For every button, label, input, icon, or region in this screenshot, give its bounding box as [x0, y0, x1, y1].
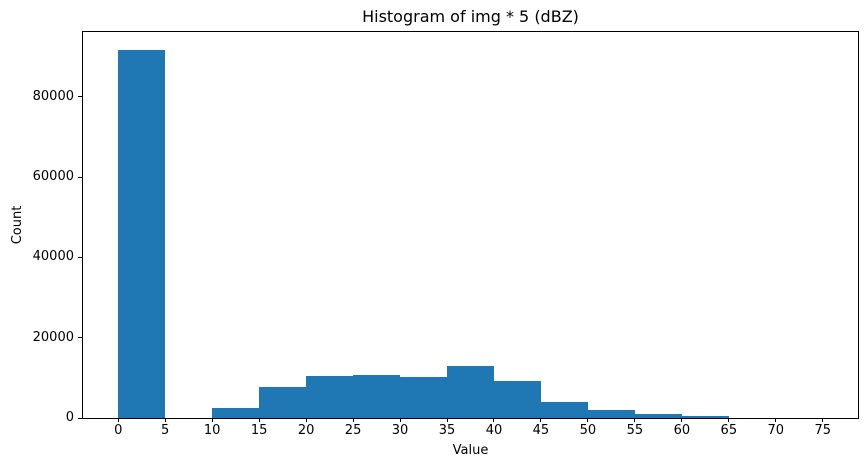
chart-title: Histogram of img * 5 (dBZ) [362, 7, 579, 26]
x-tick-label: 30 [391, 423, 409, 438]
x-tick-mark [493, 418, 495, 422]
x-tick-label: 40 [485, 423, 503, 438]
y-tick-label: 60000 [32, 169, 74, 184]
histogram-bar [118, 50, 166, 418]
y-tick-mark [78, 337, 82, 339]
y-tick-label: 0 [65, 410, 74, 425]
x-tick-label: 20 [297, 423, 315, 438]
histogram-bar [400, 376, 448, 418]
x-tick-mark [775, 418, 777, 422]
y-tick-mark [78, 176, 82, 178]
x-tick-label: 45 [532, 423, 550, 438]
y-tick-mark [78, 96, 82, 98]
x-tick-mark [540, 418, 542, 422]
x-tick-mark [352, 418, 354, 422]
x-tick-mark [728, 418, 730, 422]
histogram-bar [306, 375, 354, 418]
x-tick-label: 10 [203, 423, 221, 438]
histogram-bar [681, 416, 729, 418]
x-tick-label: 70 [767, 423, 785, 438]
y-tick-label: 80000 [32, 88, 74, 104]
x-tick-label: 50 [579, 423, 597, 438]
x-tick-label: 55 [626, 423, 644, 438]
histogram-bar [587, 409, 635, 418]
x-tick-mark [634, 418, 636, 422]
histogram-bar [634, 414, 682, 418]
x-tick-label: 65 [720, 423, 738, 438]
x-tick-mark [117, 418, 119, 422]
y-tick-label: 40000 [32, 249, 74, 265]
x-tick-mark [681, 418, 683, 422]
histogram-bar [259, 386, 307, 418]
x-tick-label: 75 [814, 423, 832, 438]
plot-area: 0 5 10 15 20 25 30 35 40 45 50 55 60 65 70 75 0 20000 4000… [33, 31, 859, 438]
histogram-bar [493, 380, 541, 418]
x-tick-mark [164, 418, 166, 422]
x-tick-label: 35 [438, 423, 456, 438]
histogram-bar [212, 407, 260, 418]
y-tick-label: 20000 [32, 329, 74, 345]
x-tick-mark [305, 418, 307, 422]
y-tick-mark [78, 417, 82, 419]
x-tick-label: 25 [344, 423, 362, 438]
histogram-bar [540, 401, 588, 418]
x-tick-mark [822, 418, 824, 422]
y-axis-label: Count [10, 205, 25, 245]
x-tick-label: 60 [673, 423, 691, 438]
histogram-bar [353, 375, 401, 418]
x-tick-label: 5 [161, 423, 170, 438]
x-tick-mark [446, 418, 448, 422]
x-tick-label: 15 [250, 423, 268, 438]
histogram-bar [447, 366, 494, 418]
x-tick-mark [399, 418, 401, 422]
x-axis-label: Value [452, 443, 489, 458]
x-tick-mark [587, 418, 589, 422]
x-tick-mark [211, 418, 213, 422]
x-tick-label: 0 [114, 423, 123, 438]
x-tick-mark [258, 418, 260, 422]
y-tick-mark [78, 256, 82, 258]
